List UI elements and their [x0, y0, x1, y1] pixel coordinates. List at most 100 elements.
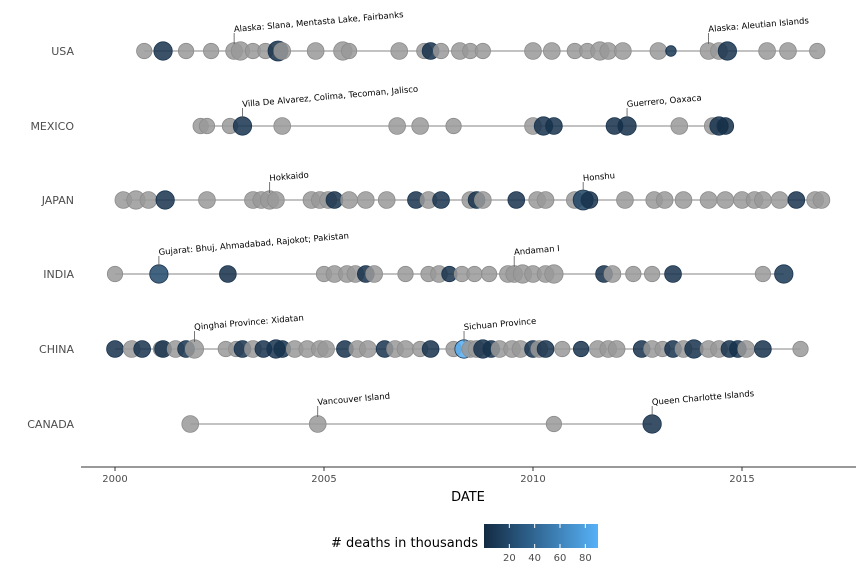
data-point: [754, 340, 772, 358]
data-point: [203, 42, 220, 60]
data-point: [603, 265, 622, 283]
data-point: [536, 191, 555, 209]
data-point: [616, 191, 634, 209]
data-point: [554, 340, 571, 358]
data-point: [396, 340, 415, 358]
legend-tick-label: 20: [503, 553, 516, 564]
data-point: [614, 42, 632, 60]
data-point: [812, 191, 831, 209]
data-point: [232, 116, 253, 136]
data-point: [737, 340, 755, 358]
x-tick-label: 2010: [520, 474, 545, 485]
annotation-label: Alaska: Slana, Mentasta Lake, Fairbanks: [234, 10, 405, 35]
data-point: [779, 42, 797, 60]
data-point: [139, 191, 158, 209]
data-point: [543, 42, 561, 60]
data-point: [273, 117, 292, 135]
data-point: [580, 191, 599, 209]
category-label-usa: USA: [51, 45, 74, 58]
legend-tick-label: 80: [579, 553, 592, 564]
annotation-label: Queen Charlotte Islands: [652, 389, 756, 408]
category-label-mexico: MEXICO: [30, 120, 74, 133]
data-point: [177, 42, 195, 60]
annotation-label: Vancouver Island: [317, 392, 390, 408]
legend-title: # deaths in thousands: [331, 536, 478, 551]
data-point: [308, 415, 327, 433]
category-label-japan: JAPAN: [41, 194, 74, 207]
data-point: [377, 191, 396, 209]
legend-tick-label: 40: [528, 553, 541, 564]
data-point: [524, 42, 542, 60]
data-point: [432, 42, 450, 60]
x-tick-label: 2015: [729, 474, 754, 485]
data-point: [219, 265, 237, 283]
data-point: [149, 264, 169, 284]
data-point: [507, 191, 526, 209]
data-point: [388, 117, 406, 135]
data-points: [106, 40, 831, 434]
data-point: [754, 191, 772, 209]
data-point: [809, 42, 826, 60]
data-point: [642, 414, 662, 434]
data-point: [306, 42, 325, 60]
annotation-label: Gujarat: Bhuj, Ahmadabad, Rajokot; Pakis…: [158, 231, 349, 258]
annotation-label: Sichuan Province: [463, 317, 536, 333]
data-point: [155, 190, 175, 210]
data-point: [273, 42, 292, 60]
annotation-label: Andaman I: [514, 244, 561, 258]
legend-tick-label: 60: [554, 553, 567, 564]
data-point: [754, 265, 772, 283]
data-point: [717, 41, 737, 61]
data-point: [716, 117, 735, 135]
data-point: [625, 265, 642, 283]
data-point: [153, 41, 173, 61]
data-point: [474, 191, 492, 209]
x-axis-ticks: 2000 2005 2010 2015: [102, 467, 755, 485]
data-point: [106, 265, 124, 283]
data-point: [758, 42, 776, 60]
category-label-china: CHINA: [39, 343, 74, 356]
data-point: [474, 42, 491, 60]
data-point: [774, 264, 794, 284]
data-point: [536, 340, 555, 358]
annotation-label: Villa De Alvarez, Colima, Tecoman, Jalis…: [242, 85, 419, 110]
legend-colorbar: [484, 524, 598, 548]
category-label-canada: CANADA: [27, 418, 74, 431]
data-point: [670, 117, 689, 135]
data-point: [466, 265, 483, 283]
data-point: [411, 117, 429, 135]
data-point: [655, 191, 674, 209]
x-axis-title: DATE: [451, 490, 485, 505]
data-point: [572, 340, 590, 358]
data-point: [544, 264, 564, 284]
annotation-label: Alaska: Aleutian Islands: [708, 16, 810, 35]
data-point: [421, 340, 440, 358]
data-point: [445, 117, 462, 135]
data-point: [106, 340, 124, 358]
x-tick-label: 2005: [311, 474, 336, 485]
data-point: [664, 265, 682, 283]
x-axis: 2000 2005 2010 2015 DATE: [81, 466, 856, 505]
data-point: [397, 265, 414, 283]
category-label-india: INDIA: [43, 268, 74, 281]
data-point: [607, 340, 626, 358]
data-point: [181, 415, 200, 433]
data-point: [267, 191, 285, 209]
data-point: [133, 340, 151, 358]
annotation-label: Hokkaido: [269, 171, 309, 184]
data-point: [545, 415, 563, 433]
data-point: [365, 265, 383, 283]
data-point: [198, 117, 216, 135]
data-point: [716, 191, 735, 209]
category-rows: USA MEXICO JAPAN INDIA CHINA CANADA: [27, 45, 822, 431]
data-point: [545, 117, 563, 135]
data-point: [184, 339, 205, 359]
data-point: [617, 116, 637, 136]
data-point: [340, 42, 358, 60]
x-tick-label: 2000: [102, 474, 127, 485]
data-point: [136, 42, 153, 60]
data-point: [356, 191, 375, 209]
data-point: [665, 45, 677, 57]
annotation-label: Qinghai Province: Xidatan: [194, 313, 304, 333]
